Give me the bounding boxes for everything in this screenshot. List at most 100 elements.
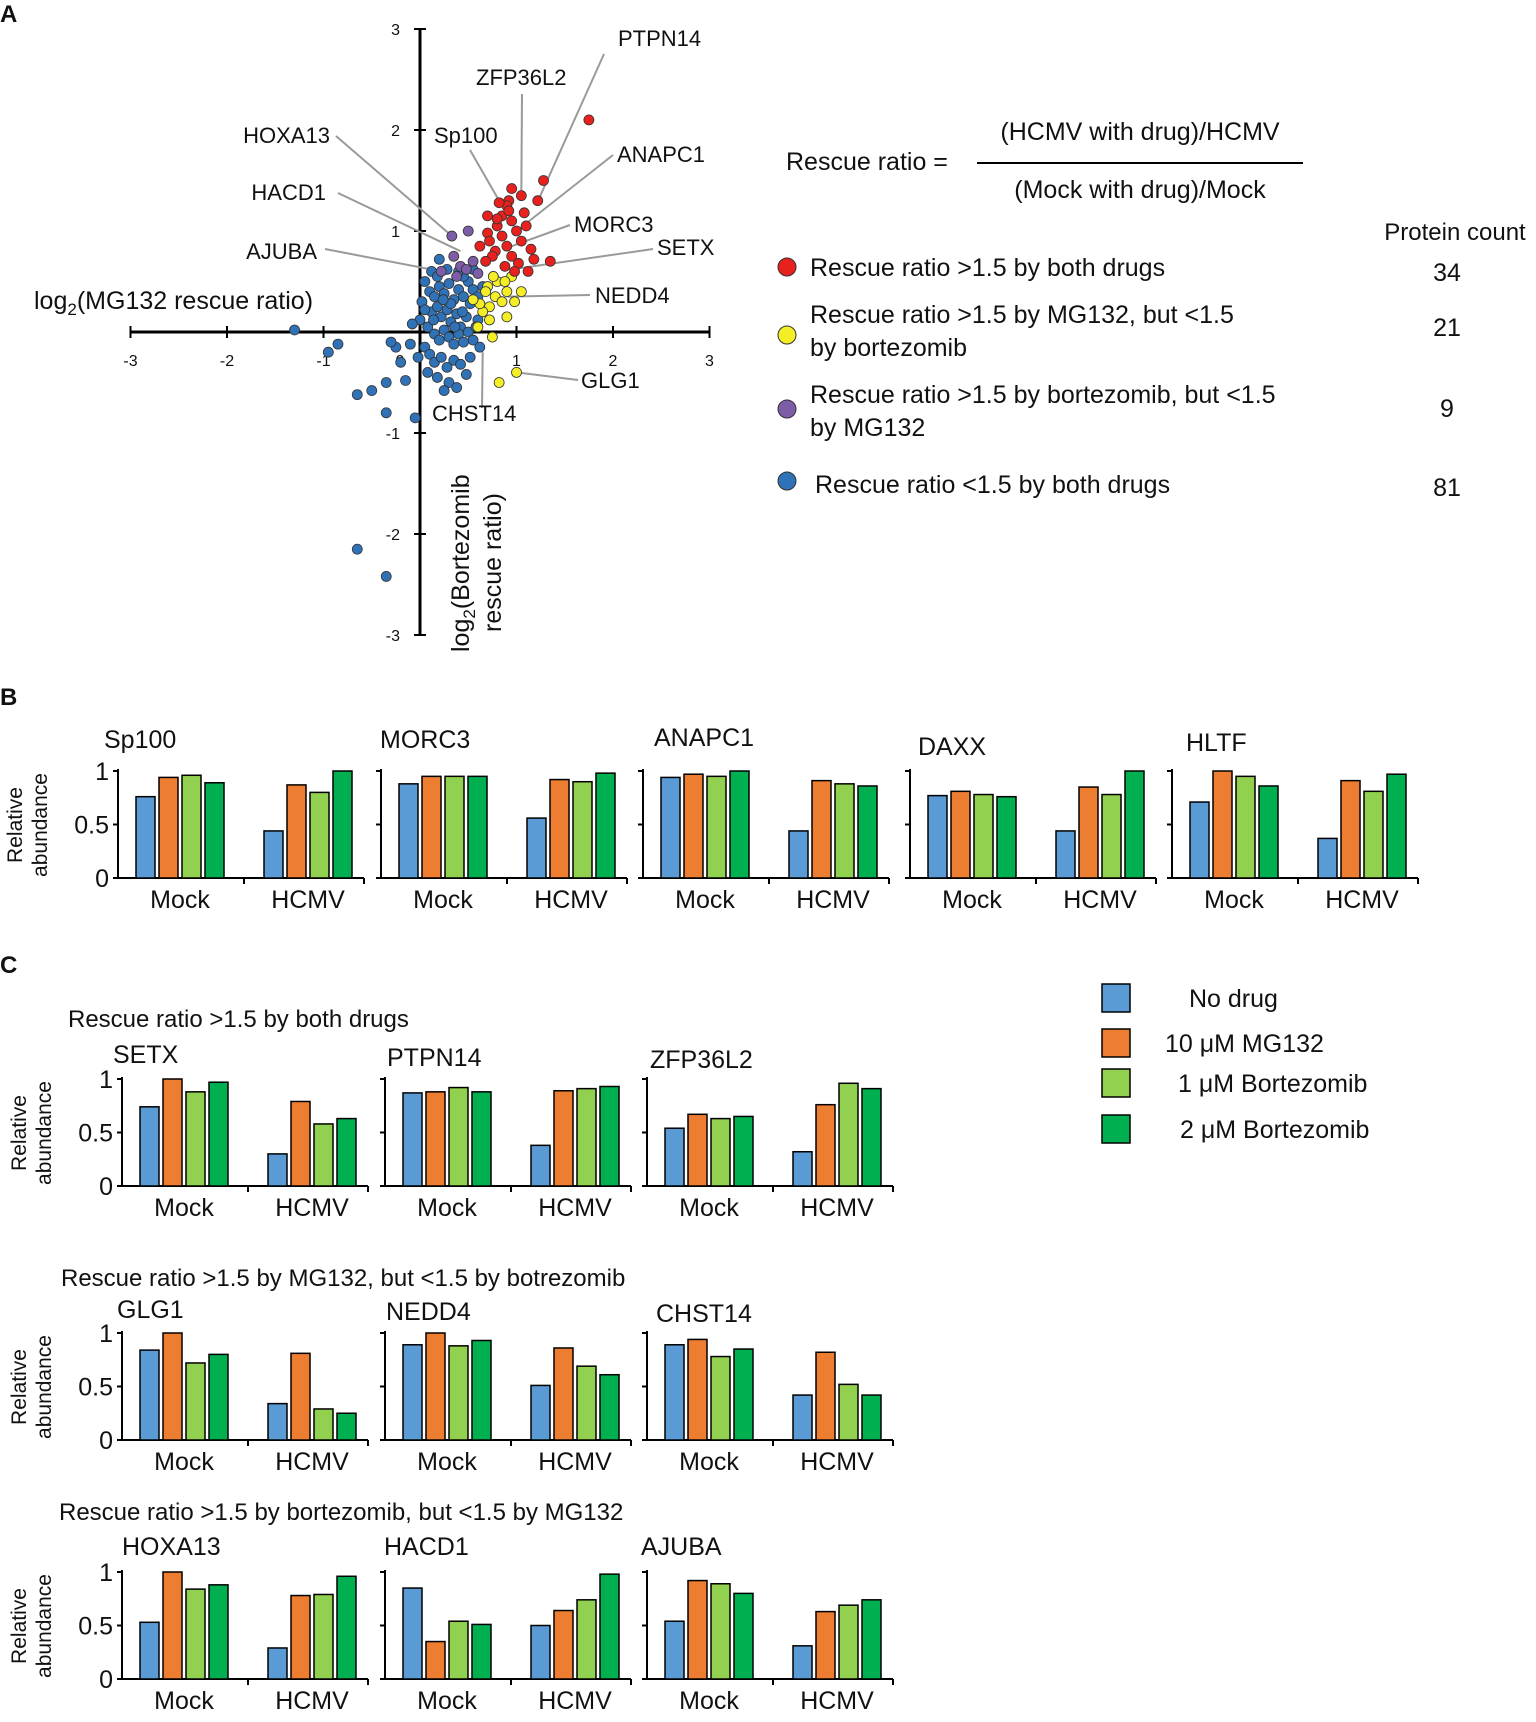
bar-mock-2: [448, 1620, 469, 1680]
scatter-point-blue: [385, 336, 397, 348]
bar-hcmv-0: [1317, 837, 1338, 879]
bar-mock-1: [683, 773, 704, 879]
bar-y-tick-label: 1: [99, 1320, 113, 1348]
scatter-point-blue: [433, 253, 445, 265]
category-label: HCMV: [275, 1448, 349, 1476]
legend-label: Rescue ratio >1.5 by bortezomib, but <1.…: [810, 381, 1276, 409]
scatter-point-blue: [448, 338, 460, 350]
bar-hcmv-3: [861, 1394, 882, 1441]
bar-mock-0: [398, 783, 419, 879]
y-axis-label-part: (Bortezomib: [447, 474, 475, 609]
protein-name: PTPN14: [387, 1044, 482, 1072]
scatter-point-blue: [474, 341, 486, 353]
category-label: Mock: [679, 1194, 739, 1222]
bar-panel-hoxa13: 1 0.5 0 Mock HCMV HOXA13 Relative abundance: [8, 1533, 369, 1715]
bar-hcmv-1: [1078, 786, 1099, 879]
scatter-point-red: [480, 255, 492, 267]
x-tick-label: -3: [123, 353, 137, 370]
scatter-point-blue: [462, 326, 474, 338]
bar-mock-3: [208, 1584, 229, 1680]
y-tick-label: 1: [391, 224, 400, 241]
bar-mock-0: [402, 1344, 423, 1441]
bar-y-axis-label-line-2: abundance: [33, 1081, 56, 1185]
bar-panel-ptpn14: Mock HCMV PTPN14: [380, 1044, 632, 1222]
scatter-point-blue: [422, 366, 434, 378]
scatter-point-blue: [380, 377, 392, 388]
scatter-point-blue: [441, 361, 453, 373]
category-label: HCMV: [275, 1687, 349, 1715]
bar-mock-3: [471, 1091, 492, 1187]
protein-count: 81: [1433, 474, 1461, 502]
scatter-point-yellow: [486, 331, 498, 343]
bar-panel-nedd4: Mock HCMV NEDD4: [380, 1298, 632, 1476]
panel-label-b: B: [0, 684, 17, 711]
scatter-point-yellow: [511, 366, 522, 378]
protein-count: 34: [1433, 259, 1461, 287]
bar-hcmv-3: [1386, 773, 1407, 879]
group-title-both: Rescue ratio >1.5 by both drugs: [68, 1006, 409, 1033]
protein-count-header: Protein count: [1384, 219, 1526, 246]
bar-hcmv-2: [576, 1087, 597, 1187]
bar-hcmv-1: [290, 1594, 311, 1680]
bar-panel-morc3: Mock HCMV MORC3: [376, 726, 628, 914]
scatter-point-red: [528, 253, 540, 265]
bar-mock-1: [425, 1640, 446, 1680]
bar-panel-setx: 1 0.5 0 Mock HCMV SETX Relative abundance: [8, 1041, 369, 1222]
category-label: HCMV: [800, 1194, 874, 1222]
bar-hcmv-1: [815, 1103, 836, 1187]
protein-name: Sp100: [104, 726, 176, 754]
bar-hcmv-0: [1055, 830, 1076, 879]
category-label: HCMV: [271, 886, 345, 914]
bar-hcmv-2: [313, 1123, 334, 1187]
bar-mock-0: [664, 1344, 685, 1441]
callout-label: ANAPC1: [617, 142, 705, 167]
legend-swatch-bort2: [1101, 1114, 1131, 1144]
category-label: HCMV: [538, 1448, 612, 1476]
scatter-point-blue: [458, 291, 469, 303]
legend-swatch-bort1: [1101, 1068, 1131, 1098]
bar-hcmv-2: [834, 783, 855, 879]
bar-mock-2: [710, 1117, 731, 1187]
bar-y-axis-label-line-2: abundance: [33, 1335, 56, 1439]
bar-y-tick-label: 0.5: [78, 1374, 113, 1402]
bar-mock-3: [471, 1623, 492, 1680]
scatter-point-purple: [462, 225, 474, 237]
y-tick-label: 3: [391, 22, 400, 39]
bar-y-tick-label: 0: [99, 1173, 113, 1201]
protein-name: CHST14: [656, 1300, 752, 1328]
scatter-point-blue: [404, 338, 416, 350]
bar-y-axis-label-line-2: abundance: [29, 773, 52, 877]
protein-name: HACD1: [384, 1533, 469, 1561]
bar-hcmv-0: [792, 1394, 813, 1441]
legend-label: No drug: [1189, 985, 1278, 1013]
callout-label: ZFP36L2: [476, 65, 567, 90]
bar-mock-1: [425, 1091, 446, 1187]
bar-mock-3: [733, 1348, 754, 1441]
bar-mock-3: [996, 795, 1017, 879]
category-label: Mock: [679, 1687, 739, 1715]
scatter-point-blue: [412, 351, 424, 363]
scatter-point-blue: [419, 276, 431, 287]
bar-mock-1: [1212, 770, 1233, 879]
callout-label: Sp100: [434, 123, 498, 148]
bar-y-tick-label: 1: [99, 1559, 113, 1587]
scatter-point-blue: [455, 358, 466, 370]
bar-panel-hacd1: Mock HCMV HACD1: [380, 1533, 632, 1715]
scatter-point-blue: [409, 412, 421, 424]
bar-mock-0: [139, 1621, 160, 1680]
bar-hcmv-1: [286, 784, 307, 879]
category-label: Mock: [1204, 886, 1264, 914]
legend-label: 2 μM Bortezomib: [1180, 1116, 1369, 1144]
bar-hcmv-2: [313, 1593, 334, 1680]
y-tick-label: -1: [386, 426, 400, 443]
x-axis-label-subscript: 2: [67, 300, 76, 319]
callout-label: NEDD4: [595, 283, 670, 308]
bar-hcmv-1: [1340, 779, 1361, 879]
bar-mock-3: [208, 1353, 229, 1441]
bar-hcmv-2: [572, 780, 593, 879]
legend-swatch-no_drug: [1101, 983, 1131, 1013]
bar-y-axis-label-line-1: Relative: [8, 1095, 31, 1171]
bar-hcmv-1: [553, 1347, 574, 1441]
scatter-point-red: [520, 220, 532, 232]
